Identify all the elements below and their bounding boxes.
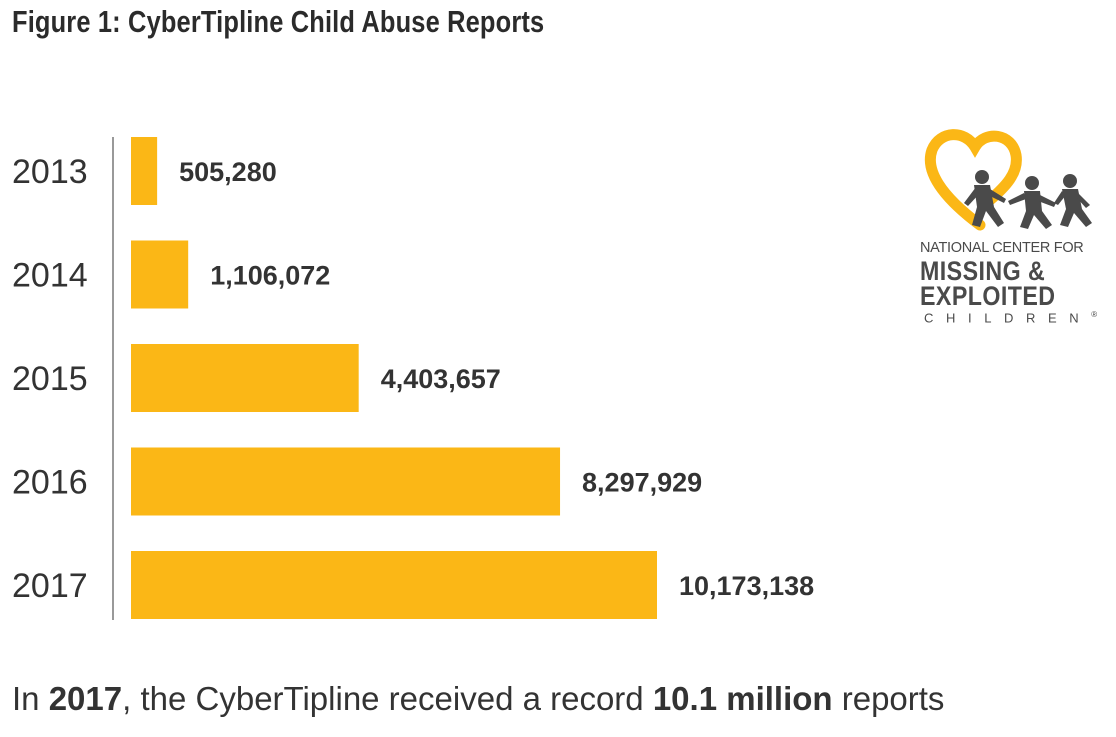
logo-registered-mark: ® [1091, 310, 1098, 319]
logo-text-line1: NATIONAL CENTER FOR [920, 240, 1084, 256]
footer-part2: , the CyberTipline received a record [122, 680, 653, 717]
category-label-2013: 2013 [12, 153, 88, 191]
bar-2015 [131, 344, 359, 412]
bar-2013 [131, 137, 158, 205]
footer-caption: In 2017, the CyberTipline received a rec… [12, 680, 944, 718]
footer-part1: In [12, 680, 49, 717]
bar-2017 [131, 551, 657, 619]
footer-highlight: 10.1 million [652, 680, 833, 717]
category-label-2017: 2017 [12, 567, 88, 605]
value-label-2017: 10,173,138 [679, 571, 814, 601]
chart-title: Figure 1: CyberTipline Child Abuse Repor… [12, 4, 545, 39]
logo-text-line2: MISSING & [920, 256, 1046, 286]
ncmec-logo: NATIONAL CENTER FOR MISSING & EXPLOITED … [920, 125, 1110, 325]
category-label-2014: 2014 [12, 257, 88, 295]
logo-text-line4: CHILDREN® [924, 310, 1104, 325]
bar-2016 [131, 447, 561, 516]
footer-year: 2017 [48, 680, 123, 717]
bars-group: 2013 505,280 2014 1,106,072 2015 4,403,657 201… [12, 137, 814, 619]
value-label-2014: 1,106,072 [210, 261, 330, 291]
value-label-2013: 505,280 [179, 157, 277, 187]
bar-2014 [131, 240, 189, 309]
logo-text-line3: EXPLOITED [920, 281, 1056, 311]
logo-children-text: CHILDREN [924, 310, 1092, 326]
footer-part3: reports [832, 680, 945, 717]
category-label-2015: 2015 [12, 360, 88, 398]
value-label-2015: 4,403,657 [381, 364, 501, 394]
value-label-2016: 8,297,929 [582, 468, 702, 498]
logo-heart-figures-icon [924, 129, 1092, 231]
category-label-2016: 2016 [12, 464, 88, 502]
